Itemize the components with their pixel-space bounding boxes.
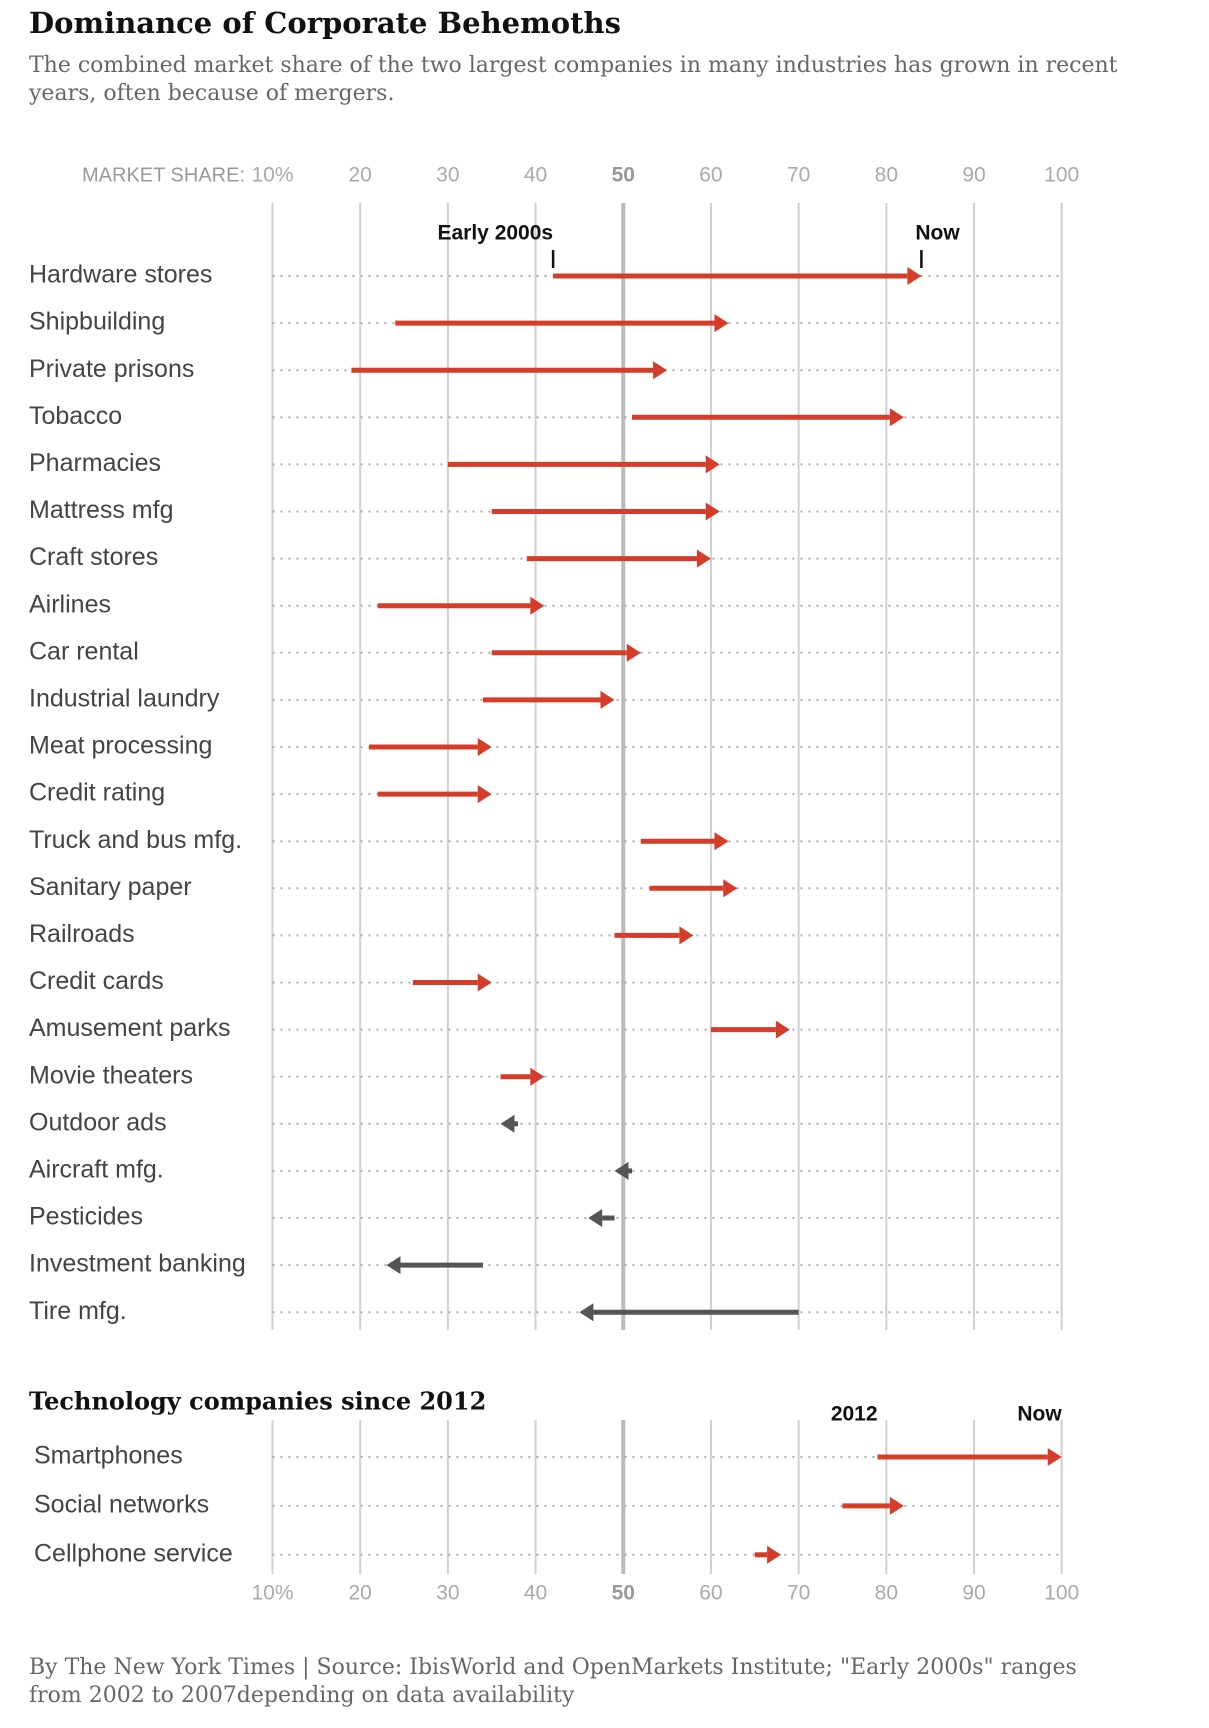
- category-label: Cellphone service: [34, 1539, 233, 1567]
- category-label: Credit rating: [29, 779, 165, 807]
- x-tick-label: 90: [962, 164, 985, 187]
- arrow-head: [600, 690, 615, 709]
- category-label: Pesticides: [29, 1203, 143, 1231]
- category-label: Social networks: [34, 1491, 209, 1519]
- title: Dominance of Corporate Behemoths: [29, 6, 621, 40]
- source: By The New York Times | Source: IbisWorl…: [29, 1655, 1077, 1708]
- category-label: Truck and bus mfg.: [29, 826, 242, 854]
- arrow-head: [679, 926, 694, 945]
- arrow-head: [705, 502, 720, 521]
- x-tick-label: 50: [612, 1582, 635, 1605]
- category-label: Car rental: [29, 637, 139, 665]
- arrow-head: [767, 1545, 782, 1564]
- category-label: Smartphones: [34, 1442, 183, 1470]
- arrow-head: [1047, 1448, 1062, 1466]
- subtitle: The combined market share of the two lar…: [29, 53, 1118, 106]
- x-tick-label: 20: [349, 1582, 372, 1605]
- x-tick-label: 60: [699, 1582, 722, 1605]
- arrow-head: [386, 1256, 401, 1275]
- x-tick-label: 70: [787, 164, 810, 187]
- arrow-head: [588, 1209, 603, 1227]
- arrow-head: [477, 738, 492, 756]
- x-tick-label: 70: [787, 1582, 810, 1605]
- x-tick-label: 90: [962, 1582, 985, 1605]
- x-tick-label: 10%: [251, 1582, 293, 1605]
- arrow-head: [579, 1303, 594, 1322]
- x-tick-label: 60: [699, 164, 722, 187]
- arrow-head: [907, 267, 922, 285]
- arrow-head: [714, 314, 729, 333]
- category-label: Shipbuilding: [29, 308, 165, 336]
- arrow-head: [530, 596, 545, 615]
- arrow-head: [889, 1496, 904, 1515]
- x-tick-label: 100: [1044, 1582, 1079, 1605]
- category-label: Meat processing: [29, 732, 212, 760]
- chart-subtitle: Technology companies since 2012: [29, 1387, 486, 1416]
- category-label: Outdoor ads: [29, 1108, 167, 1136]
- chart: MARKET SHARE: 10% 20 30 40 50 60 70 80 90 100 Hardw…: [29, 164, 1079, 1605]
- arrow-head: [614, 1161, 629, 1180]
- category-label: Tobacco: [29, 402, 122, 430]
- category-label: Investment banking: [29, 1250, 246, 1278]
- arrow-head: [775, 1020, 790, 1039]
- category-label: Movie theaters: [29, 1061, 193, 1089]
- series-label: Now: [915, 222, 960, 245]
- category-label: Airlines: [29, 590, 111, 618]
- category-label: Mattress mfg: [29, 496, 173, 524]
- arrow-head: [500, 1114, 515, 1133]
- series-label: 2012: [831, 1403, 878, 1426]
- x-tick-label: 40: [524, 164, 547, 187]
- arrow-head: [530, 1067, 545, 1086]
- arrow-head: [723, 879, 738, 898]
- arrow-head: [653, 361, 668, 380]
- category-label: Private prisons: [29, 355, 194, 383]
- category-label: Aircraft mfg.: [29, 1156, 164, 1184]
- x-tick-label: 20: [349, 164, 372, 187]
- category-label: Pharmacies: [29, 449, 161, 477]
- x-tick-label: 80: [875, 164, 898, 187]
- arrow-head: [696, 549, 711, 568]
- arrow-head: [714, 832, 729, 851]
- arrow-head: [477, 785, 492, 804]
- arrow-head: [889, 408, 904, 427]
- x-tick-label: 30: [436, 164, 459, 187]
- axis-label: MARKET SHARE:: [82, 164, 245, 186]
- series-label: Now: [1017, 1403, 1062, 1426]
- category-label: Hardware stores: [29, 261, 212, 289]
- x-tick-label: 10%: [251, 164, 293, 187]
- arrow-head: [477, 973, 492, 992]
- arrow-head: [705, 455, 720, 474]
- category-label: Industrial laundry: [29, 685, 220, 713]
- category-label: Tire mfg.: [29, 1297, 127, 1325]
- x-tick-label: 30: [436, 1582, 459, 1605]
- category-label: Sanitary paper: [29, 873, 192, 901]
- x-tick-label: 100: [1044, 164, 1079, 187]
- series-label: Early 2000s: [437, 222, 553, 245]
- x-tick-label: 80: [875, 1582, 898, 1605]
- category-label: Railroads: [29, 920, 135, 948]
- x-tick-label: 50: [612, 164, 635, 187]
- x-tick-label: 40: [524, 1582, 547, 1605]
- category-label: Craft stores: [29, 543, 158, 571]
- category-label: Amusement parks: [29, 1014, 230, 1042]
- arrow-head: [626, 643, 641, 662]
- category-label: Credit cards: [29, 967, 164, 995]
